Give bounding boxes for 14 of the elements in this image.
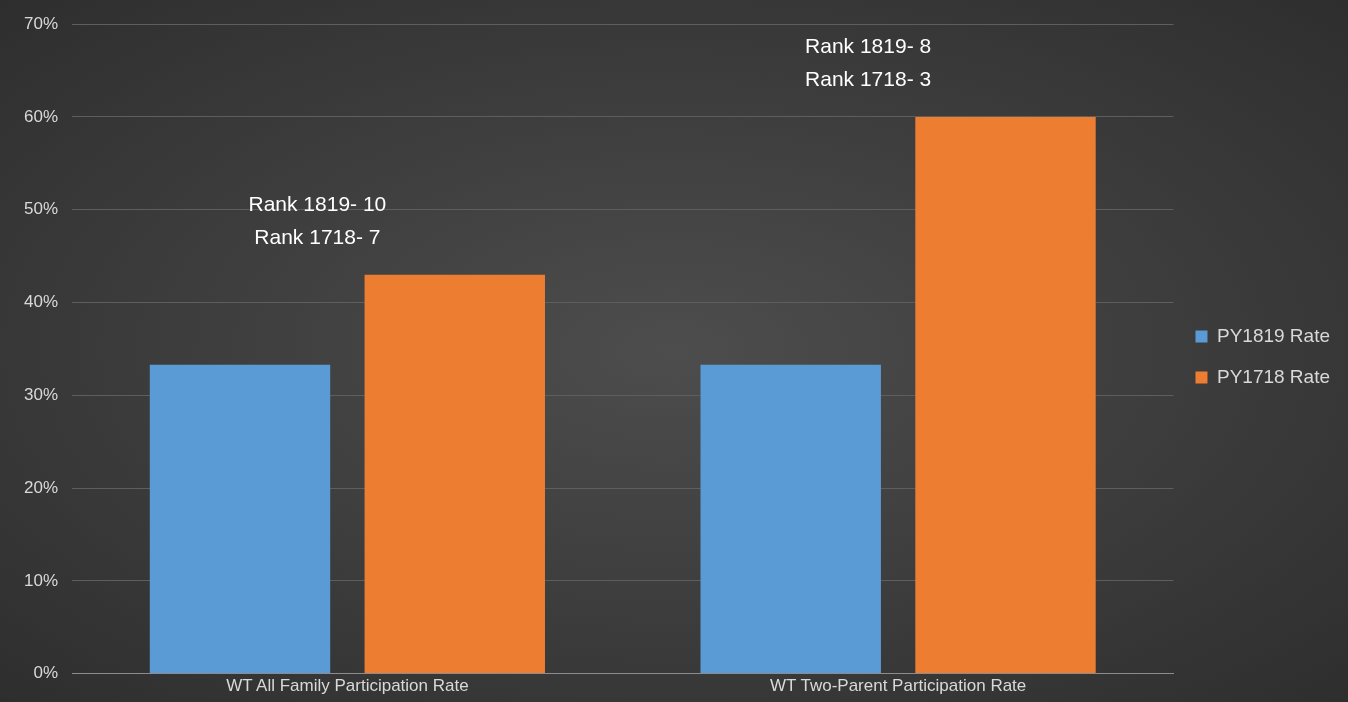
x-tick-label: WT Two-Parent Participation Rate bbox=[769, 676, 1027, 696]
y-tick-label: 70% bbox=[23, 13, 59, 33]
legend-label: PY1718 Rate bbox=[1216, 365, 1331, 387]
y-tick-label: 10% bbox=[23, 570, 59, 590]
y-tick-label: 20% bbox=[23, 477, 59, 497]
annotation: Rank 1819- 8 Rank 1718- 3 bbox=[805, 34, 932, 91]
x-tick-label: WT All Family Participation Rate bbox=[226, 676, 469, 696]
y-tick-label: 50% bbox=[23, 199, 59, 219]
legend-label: PY1819 Rate bbox=[1216, 324, 1331, 346]
y-tick-label: 30% bbox=[23, 384, 59, 404]
y-tick-label: 40% bbox=[23, 292, 59, 312]
annotation: Rank 1819- 10 Rank 1718- 7 bbox=[248, 191, 387, 248]
y-tick-label: 60% bbox=[23, 106, 59, 126]
y-tick-label: 0% bbox=[33, 663, 59, 683]
